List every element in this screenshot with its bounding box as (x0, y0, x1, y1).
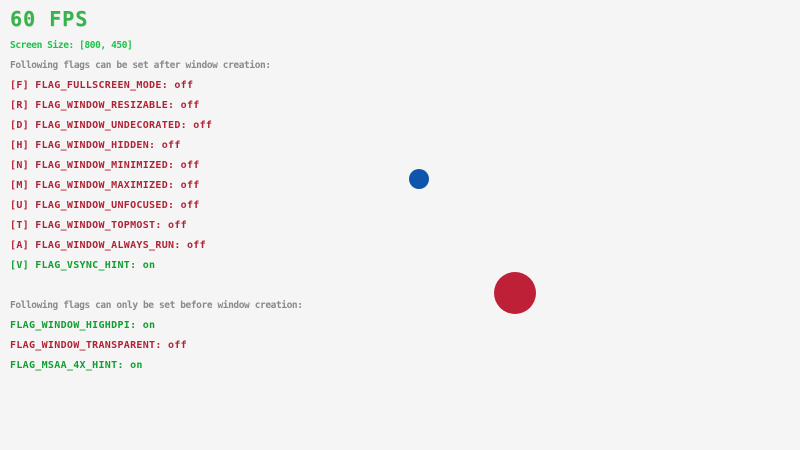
flag-window-unfocused: [U] FLAG_WINDOW_UNFOCUSED: off (10, 200, 200, 211)
flag-window-transparent: FLAG_WINDOW_TRANSPARENT: off (10, 340, 187, 351)
section-heading-before-creation: Following flags can only be set before w… (10, 300, 303, 311)
flag-window-topmost: [T] FLAG_WINDOW_TOPMOST: off (10, 220, 187, 231)
flag-fullscreen-mode: [F] FLAG_FULLSCREEN_MODE: off (10, 80, 194, 91)
large-red-ball (494, 272, 536, 314)
flag-window-undecorated: [D] FLAG_WINDOW_UNDECORATED: off (10, 120, 213, 131)
flag-window-highdpi: FLAG_WINDOW_HIGHDPI: on (10, 320, 156, 331)
small-blue-ball (409, 169, 429, 189)
flag-vsync-hint: [V] FLAG_VSYNC_HINT: on (10, 260, 156, 271)
flag-window-minimized: [N] FLAG_WINDOW_MINIMIZED: off (10, 160, 200, 171)
flag-window-maximized: [M] FLAG_WINDOW_MAXIMIZED: off (10, 180, 200, 191)
flag-window-resizable: [R] FLAG_WINDOW_RESIZABLE: off (10, 100, 200, 111)
fps-counter: 60 FPS (10, 7, 89, 31)
screen-size-label: Screen Size: [800, 450] (10, 40, 133, 51)
section-heading-after-creation: Following flags can be set after window … (10, 60, 271, 71)
flag-msaa-4x-hint: FLAG_MSAA_4X_HINT: on (10, 360, 143, 371)
flag-window-always-run: [A] FLAG_WINDOW_ALWAYS_RUN: off (10, 240, 206, 251)
flag-window-hidden: [H] FLAG_WINDOW_HIDDEN: off (10, 140, 181, 151)
